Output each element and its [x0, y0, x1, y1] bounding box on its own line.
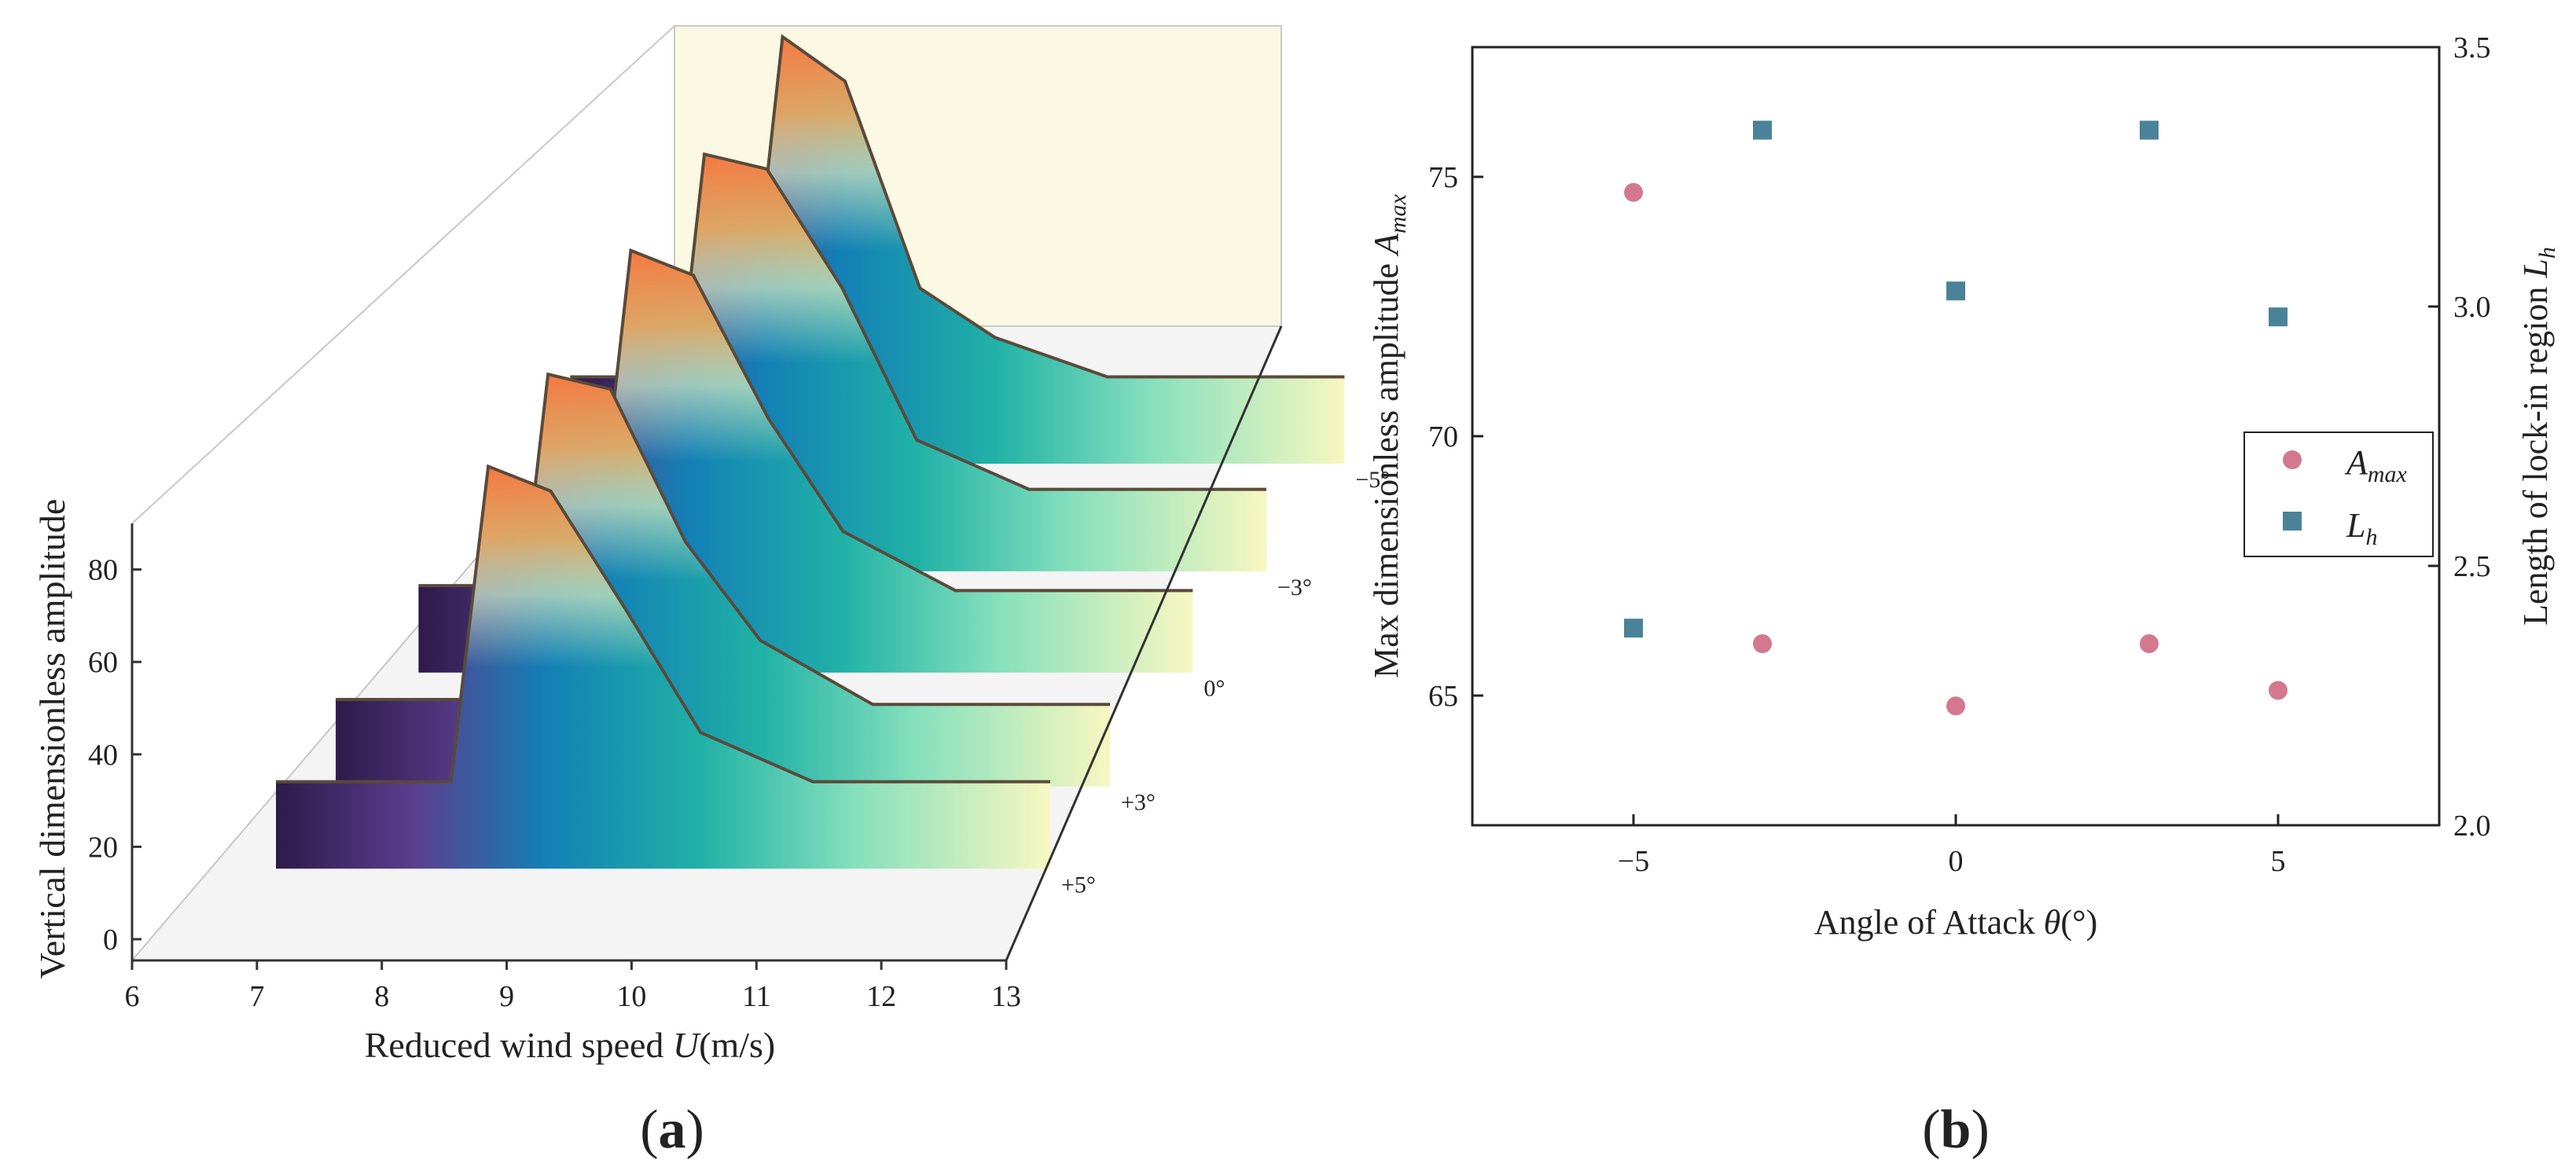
caption-a: (a)	[640, 1100, 704, 1160]
caption-b: (b)	[1922, 1100, 1990, 1160]
panel-b-scatter-chart: −5 0 5 65 70 75 2.0 2.5 3.0 3.5 Amax Lh Angle of …	[1367, 31, 2560, 942]
point-a-max	[2140, 634, 2159, 653]
y-axis-label-left: Max dimensionless amplitude Amax	[1367, 193, 1411, 677]
legend-label-a-max: Amax	[2344, 443, 2408, 487]
series-label: −3°	[1277, 575, 1312, 600]
x-tick-label-b: −5	[1618, 845, 1649, 878]
legend-label-l-h: Lh	[2346, 506, 2377, 550]
series-label: +5°	[1061, 872, 1096, 898]
legend: Amax Lh	[2243, 431, 2434, 557]
y-tick-label-right: 3.0	[2453, 291, 2491, 324]
y-tick-label-left: 75	[1428, 161, 1458, 194]
x-axis-label-a: Reduced wind speed U(m/s)	[365, 1025, 776, 1065]
point-l-h	[2269, 307, 2288, 327]
panel-a-waterfall-chart: −5° −3° 0° +3° +5° 6 7 8 9 10 11 12 13 0 20 40 60 80 Redu…	[32, 24, 1390, 1065]
y-tick-label-right: 3.5	[2453, 31, 2491, 64]
ribbon-0: +5°	[276, 464, 1096, 898]
x-tick-label: 9	[499, 980, 514, 1013]
y-tick-label: 20	[88, 831, 118, 864]
legend-box	[2243, 431, 2434, 557]
x-tick-label: 8	[374, 980, 389, 1013]
series-label: −5°	[1355, 467, 1390, 493]
y-tick-label-left: 65	[1428, 680, 1458, 713]
y-tick-label: 40	[88, 739, 118, 772]
ribbon-peak-shade	[276, 466, 1050, 869]
ribbon-outline	[276, 464, 1050, 784]
x-axis-label-b: Angle of Attack θ(°)	[1814, 903, 2098, 942]
series-label: +3°	[1121, 790, 1156, 816]
point-a-max	[1753, 634, 1772, 653]
point-a-max	[2269, 681, 2288, 700]
y-tick-label: 80	[88, 554, 118, 587]
point-l-h	[1624, 619, 1643, 638]
x-tick-label-b: 0	[1949, 845, 1964, 878]
point-l-h	[2140, 120, 2159, 140]
x-tick-label: 7	[249, 980, 264, 1013]
y-axis-label-right: Length of lock-in region Lh	[2516, 247, 2560, 626]
x-tick-label: 11	[742, 980, 771, 1013]
x-tick-label-b: 5	[2271, 845, 2286, 878]
legend-marker-a-max	[2283, 450, 2302, 469]
series-label: 0°	[1203, 676, 1225, 702]
y-axis-label-a: Vertical dimensionless amplitude	[32, 499, 72, 979]
y-tick-label: 60	[88, 646, 118, 679]
y-tick-label-left: 70	[1428, 420, 1458, 453]
x-tick-label: 13	[991, 980, 1021, 1013]
point-a-max	[1946, 696, 1965, 716]
x-tick-label: 10	[616, 980, 646, 1013]
point-a-max	[1624, 182, 1643, 202]
y-tick-label-right: 2.5	[2453, 550, 2491, 583]
point-l-h	[1946, 281, 1965, 301]
point-l-h	[1753, 120, 1772, 140]
depth-axis-line	[1005, 325, 1283, 961]
y-tick-label: 0	[103, 923, 118, 957]
x-tick-label: 6	[125, 980, 140, 1013]
x-tick-label: 12	[866, 980, 896, 1013]
y-tick-label-right: 2.0	[2453, 810, 2491, 843]
legend-marker-l-h	[2283, 512, 2302, 531]
